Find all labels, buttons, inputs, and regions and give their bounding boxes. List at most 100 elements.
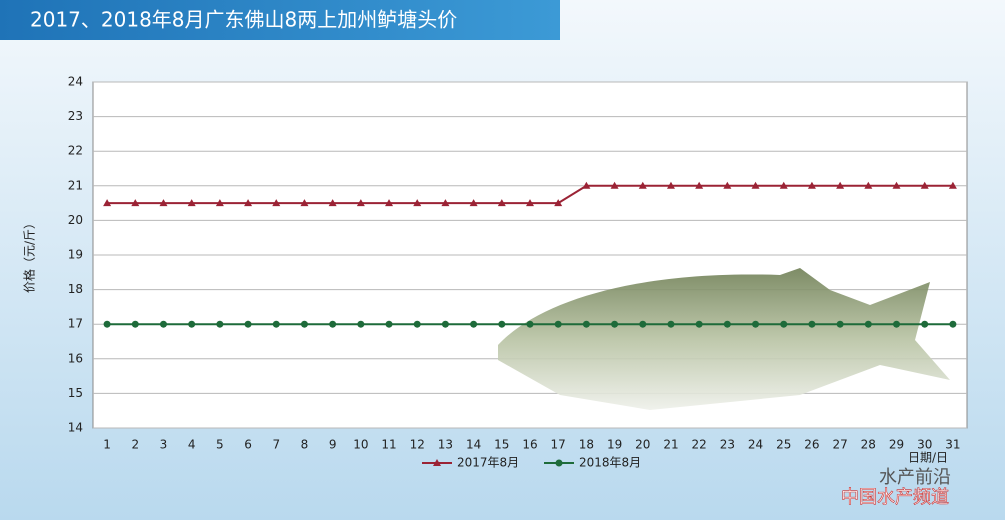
- data-point: [582, 181, 591, 189]
- data-point: [385, 199, 394, 207]
- data-point: [893, 320, 901, 328]
- fish-image: [498, 268, 950, 410]
- data-point: [385, 320, 393, 328]
- data-point: [272, 199, 281, 207]
- title-banner: [0, 0, 560, 40]
- y-tick-label: 22: [68, 144, 83, 158]
- data-point: [948, 181, 957, 189]
- data-point: [356, 199, 365, 207]
- data-point: [949, 320, 957, 328]
- data-point: [611, 320, 619, 328]
- data-point: [497, 199, 506, 207]
- data-point: [187, 199, 196, 207]
- y-tick-label: 23: [68, 109, 83, 123]
- data-point: [723, 320, 731, 328]
- data-point: [526, 320, 534, 328]
- data-point: [638, 181, 647, 189]
- data-point: [723, 181, 732, 189]
- chart-title: 2017、2018年8月广东佛山8两上加州鲈塘头价: [30, 8, 457, 32]
- y-tick-label: 18: [68, 282, 83, 296]
- data-point: [300, 320, 308, 328]
- data-point: [751, 181, 760, 189]
- x-axis-label: 日期/日: [908, 451, 948, 465]
- x-tick-label: 2: [131, 438, 139, 452]
- data-point: [752, 320, 760, 328]
- x-tick-label: 9: [329, 438, 337, 452]
- watermark: 中国水产频道: [841, 487, 949, 508]
- data-point: [469, 199, 478, 207]
- data-point: [554, 320, 562, 328]
- x-tick-label: 28: [861, 438, 876, 452]
- y-tick-label: 14: [68, 421, 83, 435]
- legend-marker: [555, 459, 563, 467]
- legend-label: 2017年8月: [457, 456, 519, 470]
- data-point: [328, 199, 337, 207]
- x-tick-label: 13: [438, 438, 453, 452]
- data-point: [103, 320, 111, 328]
- data-point: [357, 320, 365, 328]
- data-point: [131, 320, 139, 328]
- x-tick-label: 10: [353, 438, 368, 452]
- data-point: [159, 199, 168, 207]
- data-point: [216, 320, 224, 328]
- x-tick-label: 3: [160, 438, 168, 452]
- data-point: [413, 320, 421, 328]
- x-tick-label: 5: [216, 438, 224, 452]
- y-tick-label: 20: [68, 213, 83, 227]
- x-tick-label: 17: [551, 438, 566, 452]
- data-point: [103, 199, 112, 207]
- x-tick-label: 1: [103, 438, 111, 452]
- y-tick-label: 16: [68, 351, 83, 365]
- data-point: [808, 320, 816, 328]
- y-tick-label: 21: [68, 178, 83, 192]
- data-point: [526, 199, 534, 207]
- data-point: [131, 199, 140, 207]
- data-point: [329, 320, 337, 328]
- legend-marker: [433, 459, 441, 466]
- x-tick-label: 30: [917, 438, 932, 452]
- x-tick-label: 21: [663, 438, 678, 452]
- x-tick-label: 16: [522, 438, 537, 452]
- watermark: 水产前沿: [879, 467, 951, 488]
- data-point: [864, 320, 872, 328]
- data-point: [780, 320, 788, 328]
- data-point: [188, 320, 196, 328]
- x-tick-label: 22: [692, 438, 707, 452]
- x-tick-label: 4: [188, 438, 196, 452]
- data-point: [836, 181, 845, 189]
- data-point: [159, 320, 167, 328]
- data-point: [667, 320, 675, 328]
- x-tick-label: 20: [635, 438, 650, 452]
- data-point: [666, 181, 675, 189]
- x-tick-label: 11: [381, 438, 396, 452]
- data-point: [244, 199, 253, 207]
- legend-label: 2018年8月: [579, 456, 641, 470]
- x-tick-label: 29: [889, 438, 904, 452]
- data-point: [921, 320, 929, 328]
- data-point: [695, 181, 704, 189]
- data-point: [695, 320, 703, 328]
- data-point: [300, 199, 309, 207]
- y-axis-label: 价格（元/斤）: [22, 217, 37, 293]
- data-point: [836, 320, 844, 328]
- x-tick-label: 26: [804, 438, 819, 452]
- data-point: [244, 320, 252, 328]
- data-point: [639, 320, 647, 328]
- x-tick-label: 18: [579, 438, 594, 452]
- data-point: [892, 181, 901, 189]
- x-tick-label: 25: [776, 438, 791, 452]
- y-tick-label: 19: [68, 248, 83, 262]
- x-tick-label: 27: [832, 438, 847, 452]
- x-tick-label: 8: [301, 438, 309, 452]
- data-point: [582, 320, 590, 328]
- x-tick-label: 14: [466, 438, 481, 452]
- data-point: [441, 320, 449, 328]
- y-tick-label: 24: [68, 75, 83, 89]
- data-point: [470, 320, 478, 328]
- y-tick-label: 15: [68, 386, 83, 400]
- x-tick-label: 7: [272, 438, 280, 452]
- x-tick-label: 24: [748, 438, 763, 452]
- data-point: [413, 199, 422, 207]
- data-point: [554, 199, 563, 207]
